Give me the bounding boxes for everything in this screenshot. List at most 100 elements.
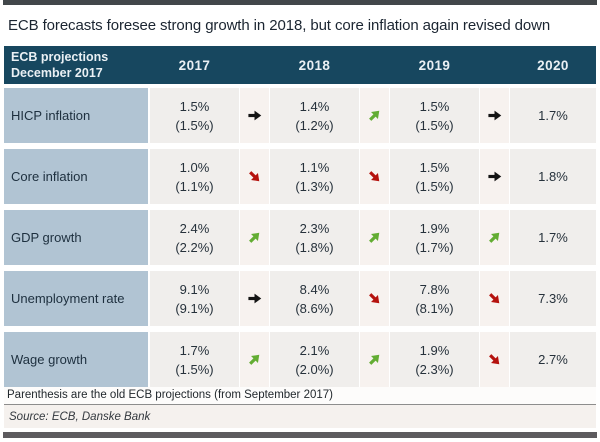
revision-arrow-up-icon <box>489 232 500 243</box>
value-cell: 1.9% (1.7%) <box>390 210 479 265</box>
new-projection-value: 1.7% <box>179 342 210 358</box>
new-projection-value: 1.7% <box>538 108 568 123</box>
corner-label-line1: ECB projections <box>11 50 109 64</box>
revision-arrow-cell <box>240 149 269 204</box>
footnote: Parenthesis are the old ECB projections … <box>4 387 596 405</box>
new-projection-value: 1.5% <box>419 159 450 175</box>
old-projection-value: (2.3%) <box>415 361 454 377</box>
new-projection-value: 9.1% <box>179 281 210 297</box>
revision-arrow-up-icon <box>369 232 380 243</box>
table-row: GDP growth 2.4% (2.2%) 2.3% (1.8%) 1.9% (1.7%)… <box>4 210 596 265</box>
revision-arrow-cell <box>480 271 509 326</box>
old-projection-value: (1.8%) <box>295 239 334 255</box>
new-projection-value: 2.3% <box>299 220 330 236</box>
new-projection-value: 7.3% <box>538 291 568 306</box>
revision-arrow-down-icon <box>489 354 500 365</box>
revision-arrow-flat-icon <box>488 110 502 121</box>
new-projection-value: 8.4% <box>299 281 330 297</box>
value-cell: 1.9% (2.3%) <box>390 332 479 387</box>
value-cell: 1.8% <box>510 149 596 204</box>
new-projection-value: 7.8% <box>419 281 450 297</box>
projections-table: ECB projections December 2017 2017 2018 20… <box>4 46 596 428</box>
value-cell: 8.4% (8.6%) <box>270 271 359 326</box>
row-label: Unemployment rate <box>4 271 148 326</box>
table-row: HICP inflation 1.5% (1.5%) 1.4% (1.2%) 1.5% (1… <box>4 88 596 143</box>
old-projection-value: (2.0%) <box>295 361 334 377</box>
revision-arrow-cell <box>480 149 509 204</box>
table-row: Core inflation 1.0% (1.1%) 1.1% (1.3%) 1.5% (1… <box>4 149 596 204</box>
value-cell: 9.1% (9.1%) <box>150 271 239 326</box>
new-projection-value: 1.4% <box>299 98 330 114</box>
value-cell: 1.7% <box>510 88 596 143</box>
old-projection-value: (1.5%) <box>175 361 214 377</box>
revision-arrow-cell <box>480 210 509 265</box>
table-header-row: ECB projections December 2017 2017 2018 20… <box>4 46 596 84</box>
revision-arrow-cell <box>240 88 269 143</box>
revision-arrow-cell <box>240 210 269 265</box>
value-cell: 2.1% (2.0%) <box>270 332 359 387</box>
new-projection-value: 1.1% <box>299 159 330 175</box>
revision-arrow-flat-icon <box>488 171 502 182</box>
year-header-2017: 2017 <box>178 57 211 73</box>
value-cell: 1.7% <box>510 210 596 265</box>
table-body: HICP inflation 1.5% (1.5%) 1.4% (1.2%) 1.5% (1… <box>4 88 596 387</box>
value-cell: 2.3% (1.8%) <box>270 210 359 265</box>
source-line: Source: ECB, Danske Bank <box>4 405 596 428</box>
revision-arrow-down-icon <box>489 293 500 304</box>
revision-arrow-cell <box>480 88 509 143</box>
year-header-2019: 2019 <box>418 57 451 73</box>
revision-arrow-cell <box>360 149 389 204</box>
old-projection-value: (1.5%) <box>415 178 454 194</box>
old-projection-value: (2.2%) <box>175 239 214 255</box>
value-cell: 1.5% (1.5%) <box>390 149 479 204</box>
new-projection-value: 1.9% <box>419 342 450 358</box>
row-label: HICP inflation <box>4 88 148 143</box>
revision-arrow-cell <box>240 271 269 326</box>
header-spacer <box>480 46 509 84</box>
old-projection-value: (9.1%) <box>175 300 214 316</box>
revision-arrow-down-icon <box>249 171 260 182</box>
revision-arrow-up-icon <box>249 354 260 365</box>
revision-arrow-cell <box>480 332 509 387</box>
row-label: Wage growth <box>4 332 148 387</box>
revision-arrow-cell <box>360 88 389 143</box>
old-projection-value: (1.1%) <box>175 178 214 194</box>
value-cell: 1.5% (1.5%) <box>150 88 239 143</box>
old-projection-value: (1.7%) <box>415 239 454 255</box>
value-cell: 1.5% (1.5%) <box>390 88 479 143</box>
value-cell: 7.3% <box>510 271 596 326</box>
revision-arrow-down-icon <box>369 293 380 304</box>
new-projection-value: 1.7% <box>538 230 568 245</box>
old-projection-value: (8.1%) <box>415 300 454 316</box>
value-cell: 1.7% (1.5%) <box>150 332 239 387</box>
old-projection-value: (1.3%) <box>295 178 334 194</box>
revision-arrow-up-icon <box>369 354 380 365</box>
new-projection-value: 1.9% <box>419 220 450 236</box>
old-projection-value: (8.6%) <box>295 300 334 316</box>
value-cell: 2.4% (2.2%) <box>150 210 239 265</box>
revision-arrow-cell <box>360 332 389 387</box>
old-projection-value: (1.5%) <box>175 117 214 133</box>
header-spacer <box>240 46 269 84</box>
value-cell: 1.4% (1.2%) <box>270 88 359 143</box>
top-border-bar <box>3 0 597 5</box>
revision-arrow-down-icon <box>369 171 380 182</box>
revision-arrow-flat-icon <box>248 110 262 121</box>
new-projection-value: 2.4% <box>179 220 210 236</box>
revision-arrow-up-icon <box>249 232 260 243</box>
new-projection-value: 2.1% <box>299 342 330 358</box>
new-projection-value: 1.0% <box>179 159 210 175</box>
table-corner-cell: ECB projections December 2017 <box>4 46 148 84</box>
bottom-border-bar <box>3 432 597 438</box>
header-spacer <box>360 46 389 84</box>
value-cell: 7.8% (8.1%) <box>390 271 479 326</box>
corner-label-line2: December 2017 <box>11 66 103 80</box>
new-projection-value: 2.7% <box>538 352 568 367</box>
new-projection-value: 1.5% <box>179 98 210 114</box>
figure-title: ECB forecasts foresee strong growth in 2… <box>8 17 551 34</box>
row-label: GDP growth <box>4 210 148 265</box>
value-cell: 1.0% (1.1%) <box>150 149 239 204</box>
year-header-2020: 2020 <box>537 57 569 73</box>
revision-arrow-cell <box>240 332 269 387</box>
